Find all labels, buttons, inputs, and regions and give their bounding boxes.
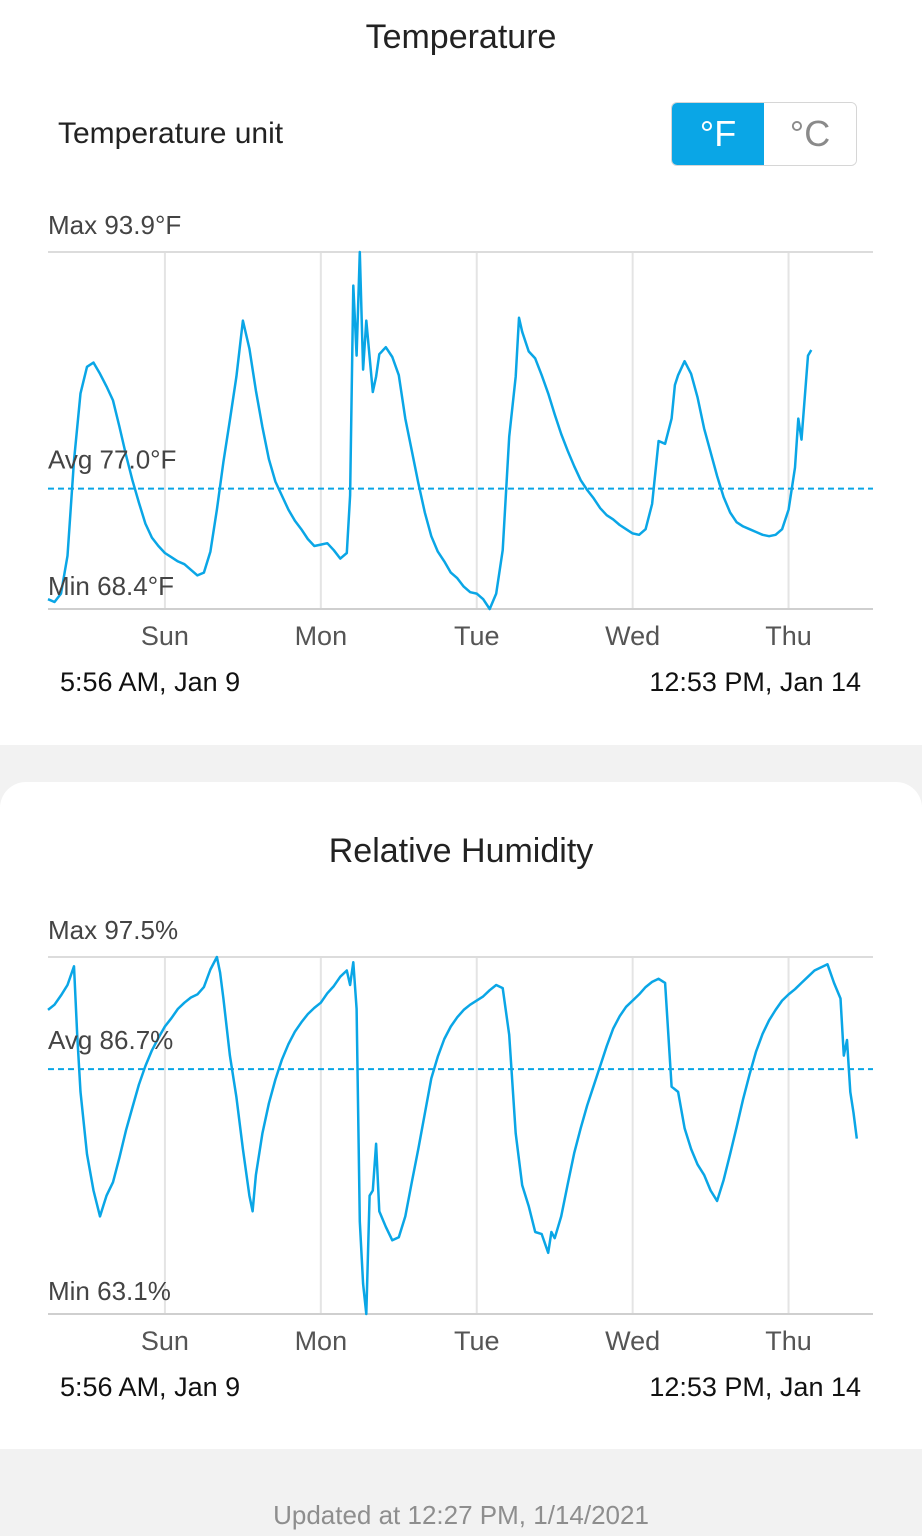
temperature-unit-label: Temperature unit: [58, 117, 284, 150]
range-start-label: 5:56 AM, Jan 9: [60, 1372, 240, 1402]
range-end-label: 12:53 PM, Jan 14: [649, 667, 861, 697]
max-label: Max 97.5%: [48, 915, 178, 945]
tick-label-wed: Wed: [605, 1326, 660, 1356]
avg-label: Avg 77.0°F: [48, 445, 176, 475]
temperature-title: Temperature: [365, 18, 557, 56]
series-line: [47, 250, 813, 611]
updated-timestamp: Updated at 12:27 PM, 1/14/2021: [273, 1500, 649, 1530]
max-label: Max 93.9°F: [48, 210, 181, 240]
range-end-label: 12:53 PM, Jan 14: [649, 1372, 861, 1402]
tick-label-thu: Thu: [765, 621, 812, 651]
temperature-chart: Max 93.9°F Avg 77.0°F Min 68.4°F Sun Mon Tue W…: [47, 210, 873, 697]
tick-label-mon: Mon: [295, 621, 348, 651]
tick-label-thu: Thu: [765, 1326, 812, 1356]
tick-label-wed: Wed: [605, 621, 660, 651]
humidity-card: Relative Humidity Max 97.5% Avg 86.7% Min …: [0, 782, 922, 1449]
series-line: [47, 955, 859, 1316]
avg-label: Avg 86.7%: [48, 1025, 173, 1055]
tick-label-mon: Mon: [295, 1326, 348, 1356]
min-label: Min 68.4°F: [48, 571, 174, 601]
tick-label-sun: Sun: [141, 1326, 189, 1356]
humidity-title: Relative Humidity: [328, 832, 594, 870]
temperature-unit-toggle[interactable]: °F °C: [671, 102, 857, 166]
tick-label-sun: Sun: [141, 621, 189, 651]
range-start-label: 5:56 AM, Jan 9: [60, 667, 240, 697]
temperature-card: Temperature Temperature unit °F °C Max 9…: [0, 0, 922, 745]
humidity-chart: Max 97.5% Avg 86.7% Min 63.1% Sun Mon Tue Wed T…: [47, 915, 873, 1402]
tick-label-tue: Tue: [454, 621, 500, 651]
fahrenheit-button[interactable]: °F: [672, 103, 764, 165]
min-label: Min 63.1%: [48, 1276, 171, 1306]
celsius-button[interactable]: °C: [764, 103, 856, 165]
tick-label-tue: Tue: [454, 1326, 500, 1356]
